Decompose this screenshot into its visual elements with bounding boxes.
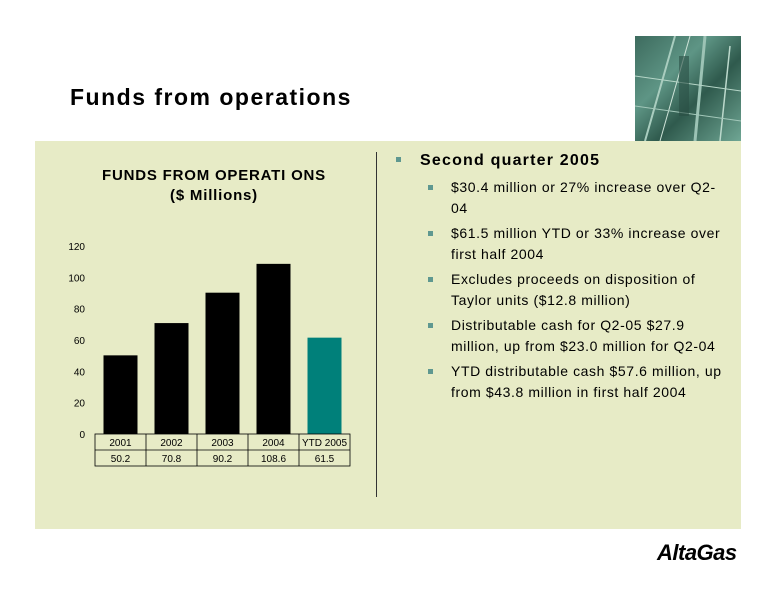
data-value-label: 70.8 — [162, 454, 182, 465]
main-bullet: Second quarter 2005 — [394, 152, 724, 170]
bullet-list: Second quarter 2005 $30.4 million or 27%… — [394, 152, 724, 407]
sub-bullet: $30.4 million or 27% increase over Q2-04 — [394, 177, 724, 219]
y-tick-label: 20 — [74, 399, 86, 410]
data-value-label: 50.2 — [111, 454, 131, 465]
y-tick-label: 0 — [79, 430, 85, 441]
slide-title: Funds from operations — [70, 84, 352, 110]
chart-title-line1: FUNDS FROM OPERATI ONS — [102, 167, 326, 184]
x-category-label: YTD 2005 — [302, 438, 347, 449]
bar — [103, 355, 138, 434]
sub-bullet-text: $30.4 million or 27% increase over Q2-04 — [451, 179, 716, 216]
x-category-label: 2001 — [109, 438, 132, 449]
bar — [256, 263, 291, 434]
bullet-heading: Second quarter 2005 — [420, 152, 601, 169]
square-bullet-icon — [428, 369, 433, 374]
column-divider — [376, 152, 377, 497]
bar — [307, 337, 342, 434]
sub-bullet: YTD distributable cash $57.6 million, up… — [394, 361, 724, 403]
bar — [154, 323, 189, 434]
y-tick-label: 120 — [68, 242, 85, 253]
square-bullet-icon — [396, 157, 401, 162]
data-value-label: 90.2 — [213, 454, 233, 465]
sub-bullet: Distributable cash for Q2-05 $27.9 milli… — [394, 315, 724, 357]
sub-bullet-text: YTD distributable cash $57.6 million, up… — [451, 363, 722, 400]
x-category-label: 2004 — [262, 438, 285, 449]
data-value-label: 108.6 — [261, 454, 286, 465]
square-bullet-icon — [428, 323, 433, 328]
square-bullet-icon — [428, 277, 433, 282]
sub-bullet: Excludes proceeds on disposition of Tayl… — [394, 269, 724, 311]
sub-bullet-text: $61.5 million YTD or 33% increase over f… — [451, 225, 721, 262]
y-tick-label: 80 — [74, 305, 86, 316]
y-tick-label: 100 — [68, 273, 85, 284]
y-tick-label: 60 — [74, 336, 86, 347]
altagas-logo: AltaGas — [657, 540, 737, 565]
square-bullet-icon — [428, 231, 433, 236]
bar — [205, 292, 240, 434]
chart-title: FUNDS FROM OPERATI ONS ($ Millions) — [64, 166, 364, 206]
x-category-label: 2003 — [211, 438, 234, 449]
industrial-photo — [635, 36, 741, 141]
data-value-label: 61.5 — [315, 454, 335, 465]
chart-title-line2: ($ Millions) — [170, 187, 258, 204]
y-tick-label: 40 — [74, 367, 86, 378]
sub-bullet: $61.5 million YTD or 33% increase over f… — [394, 223, 724, 265]
content-panel — [35, 141, 741, 529]
sub-bullet-text: Distributable cash for Q2-05 $27.9 milli… — [451, 317, 716, 354]
square-bullet-icon — [428, 185, 433, 190]
sub-bullet-list: $30.4 million or 27% increase over Q2-04… — [394, 177, 724, 403]
sub-bullet-text: Excludes proceeds on disposition of Tayl… — [451, 271, 696, 308]
x-category-label: 2002 — [160, 438, 183, 449]
